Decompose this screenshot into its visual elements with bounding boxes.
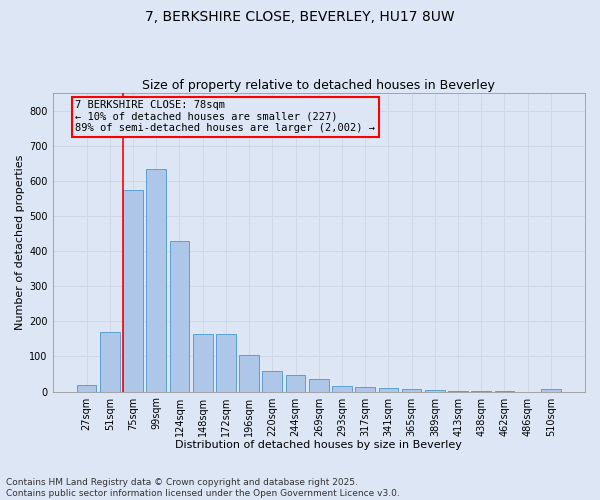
Bar xyxy=(193,334,212,392)
Bar xyxy=(379,388,398,392)
Bar xyxy=(309,380,329,392)
Bar xyxy=(332,386,352,392)
Text: 7 BERKSHIRE CLOSE: 78sqm
← 10% of detached houses are smaller (227)
89% of semi-: 7 BERKSHIRE CLOSE: 78sqm ← 10% of detach… xyxy=(76,100,376,134)
Bar xyxy=(77,384,97,392)
Bar xyxy=(170,240,190,392)
Bar xyxy=(472,391,491,392)
Bar xyxy=(541,389,561,392)
Y-axis label: Number of detached properties: Number of detached properties xyxy=(15,154,25,330)
Bar xyxy=(402,389,421,392)
Bar xyxy=(355,388,375,392)
Title: Size of property relative to detached houses in Beverley: Size of property relative to detached ho… xyxy=(142,79,495,92)
Bar xyxy=(216,334,236,392)
Bar xyxy=(286,374,305,392)
Bar xyxy=(239,356,259,392)
X-axis label: Distribution of detached houses by size in Beverley: Distribution of detached houses by size … xyxy=(175,440,462,450)
Text: 7, BERKSHIRE CLOSE, BEVERLEY, HU17 8UW: 7, BERKSHIRE CLOSE, BEVERLEY, HU17 8UW xyxy=(145,10,455,24)
Text: Contains HM Land Registry data © Crown copyright and database right 2025.
Contai: Contains HM Land Registry data © Crown c… xyxy=(6,478,400,498)
Bar xyxy=(448,390,468,392)
Bar xyxy=(100,332,119,392)
Bar xyxy=(425,390,445,392)
Bar xyxy=(123,190,143,392)
Bar xyxy=(262,371,282,392)
Bar xyxy=(146,168,166,392)
